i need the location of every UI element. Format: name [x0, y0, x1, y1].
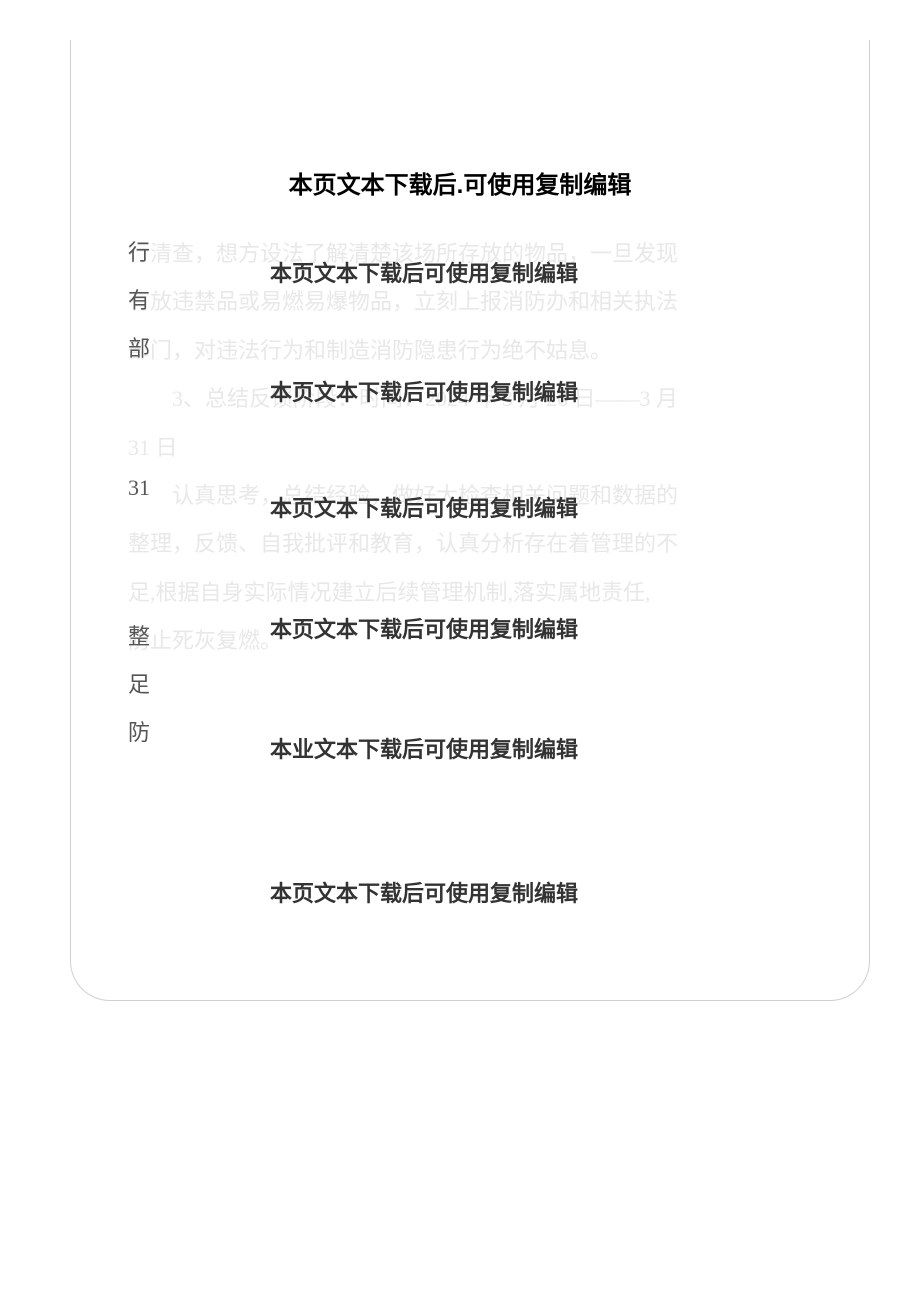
- left-char-6: 足: [128, 667, 150, 699]
- faded-line-3: 部门，对违法行为和制造消防隐患行为绝不姑息。: [128, 327, 820, 375]
- left-char-7: 防: [128, 715, 150, 747]
- watermark-2: 本页文本下载后可使用复制编辑: [270, 375, 578, 407]
- left-char-3: 部: [128, 331, 150, 363]
- left-char-1: 行: [128, 235, 150, 267]
- left-char-2: 有: [128, 283, 150, 315]
- watermark-1: 本页文本下载后可使用复制编辑: [270, 256, 578, 288]
- left-char-5: 整: [128, 619, 150, 651]
- page-header: 本页文本下载后.可使用复制编辑: [0, 165, 920, 200]
- faded-line-8: 足,根据自身实际情况建立后续管理机制,落实属地责任,: [128, 569, 820, 617]
- faded-line-5: 31 日: [128, 424, 820, 472]
- watermark-3: 本页文本下载后可使用复制编辑: [270, 491, 578, 523]
- watermark-6: 本页文本下载后可使用复制编辑: [270, 876, 578, 908]
- faded-body-text: 行清查，想方设法了解清楚该场所存放的物品，一旦发现 有放违禁品或易燃易爆物品，立…: [128, 230, 820, 666]
- watermark-4: 本页文本下载后可使用复制编辑: [270, 612, 578, 644]
- watermark-5: 本业文本下载后可使用复制编辑: [270, 732, 578, 764]
- left-char-4: 31: [128, 475, 150, 501]
- faded-line-7: 整理，反馈、自我批评和教育，认真分析存在着管理的不: [128, 520, 820, 568]
